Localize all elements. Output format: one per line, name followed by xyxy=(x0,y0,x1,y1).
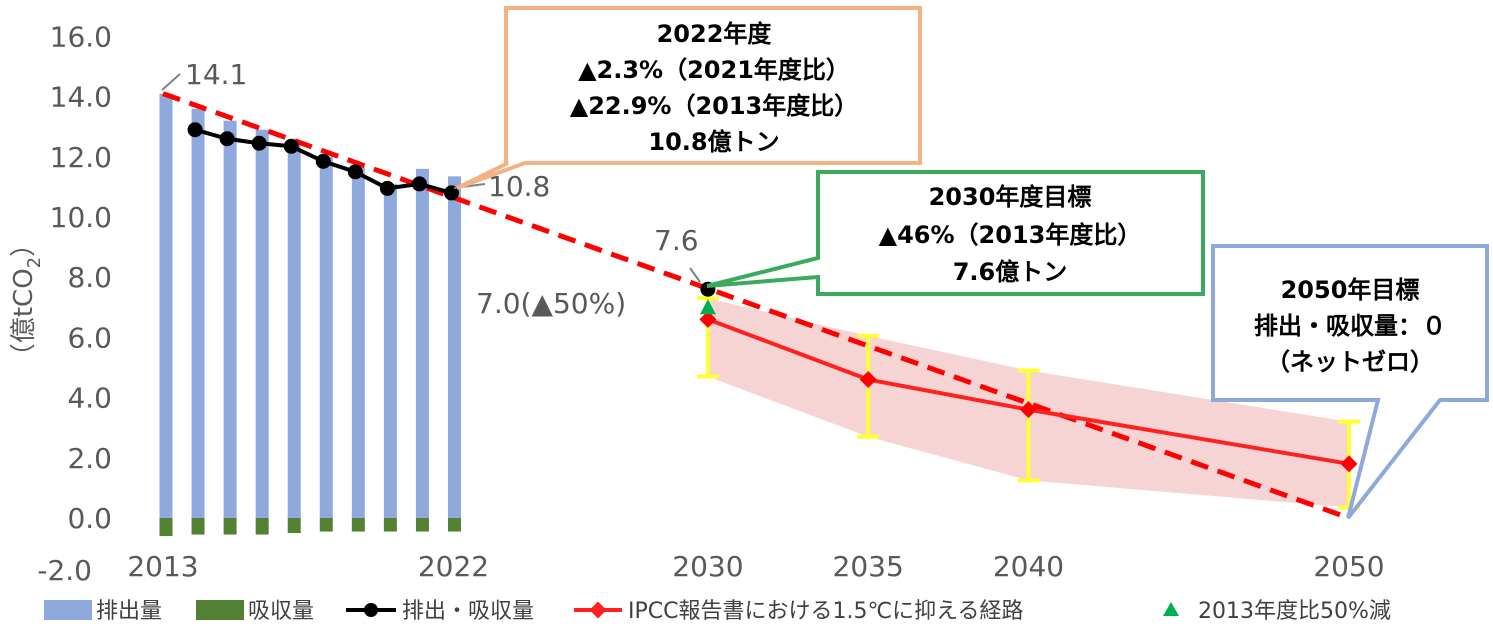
legend-swatch-absorption xyxy=(196,600,244,620)
x-axis-label: 2022 xyxy=(418,550,489,583)
x-axis-labels: 2013 2022 2030 2035 2040 2050 xyxy=(127,550,1384,583)
absorption-bar xyxy=(191,518,205,535)
half-reduction-marker xyxy=(699,299,716,315)
absorption-bar xyxy=(383,518,397,532)
net-emission-point xyxy=(443,185,459,201)
callout-2050-line-1: 2050年目標 xyxy=(1281,276,1420,304)
net-emission-point xyxy=(347,164,363,180)
callout-2030: 2030年度目標 ▲46%（2013年度比） 7.6億トン xyxy=(706,170,1205,296)
emission-bar xyxy=(319,156,333,519)
target-label-leader xyxy=(689,267,701,283)
emission-bar xyxy=(351,165,365,518)
callout-2050-line-2: 排出・吸収量：０ xyxy=(1254,312,1446,340)
legend-label-net: 排出・吸収量 xyxy=(402,599,534,624)
callout-2050-line-3: （ネットゼロ） xyxy=(1266,348,1434,376)
legend-marker-half xyxy=(1163,602,1179,616)
net-zero-trend-line xyxy=(162,91,1350,521)
absorption-bar xyxy=(351,518,365,532)
y-tick-label: 2.0 xyxy=(67,442,112,475)
y-axis-label: （億tCO2） xyxy=(9,231,45,369)
emission-bars xyxy=(159,93,461,519)
emission-bar xyxy=(223,120,237,519)
y-tick-label: 8.0 xyxy=(67,261,112,294)
absorption-bar xyxy=(255,518,269,535)
ipcc-point xyxy=(699,310,717,328)
callout-2030-line-1: 2030年度目標 xyxy=(929,183,1092,211)
absorption-bar xyxy=(447,518,461,532)
callout-2022-line-2: ▲2.3%（2021年度比） xyxy=(578,56,850,84)
absorption-bars xyxy=(159,518,461,537)
emission-bar xyxy=(383,183,397,518)
y-tick-label: 6.0 xyxy=(67,321,112,354)
net-emission-point xyxy=(187,122,203,138)
callout-2030-line-2: ▲46%（2013年度比） xyxy=(879,221,1142,249)
start-value-label: 14.1 xyxy=(185,58,247,91)
absorption-bar xyxy=(159,518,173,537)
callout-2030-line-3: 7.6億トン xyxy=(953,258,1068,286)
target-2030-label: 7.6 xyxy=(654,224,699,257)
y-axis-ticks: -2.0 0.0 2.0 4.0 6.0 8.0 10.0 12.0 14.0 16.0 xyxy=(37,20,112,587)
y-tick-label: 14.0 xyxy=(50,81,112,114)
x-axis-label: 2030 xyxy=(672,550,743,583)
x-axis-label: 2050 xyxy=(1313,550,1384,583)
legend-marker-ipcc xyxy=(589,601,607,619)
net-emission-point xyxy=(315,153,331,169)
legend-label-half: 2013年度比50%減 xyxy=(1198,599,1391,624)
y-tick-label: 0.0 xyxy=(67,502,112,535)
emission-bar xyxy=(191,108,205,518)
y-tick-label: 4.0 xyxy=(67,382,112,415)
start-label-leader xyxy=(161,73,181,91)
callout-2050: 2050年目標 排出・吸収量：０ （ネットゼロ） xyxy=(1211,244,1489,520)
x-axis-label: 2035 xyxy=(833,550,904,583)
net-emission-point xyxy=(411,176,427,192)
half-2030-label: 7.0(▲50%) xyxy=(476,287,626,320)
y-tick-label: -2.0 xyxy=(37,554,92,587)
emission-bar xyxy=(159,93,173,518)
ipcc-pathway-line xyxy=(707,317,1350,466)
absorption-bar xyxy=(415,518,429,532)
legend-label-emission: 排出量 xyxy=(96,599,162,624)
net-emission-markers xyxy=(187,122,716,297)
y-tick-label: 16.0 xyxy=(50,20,112,53)
y-tick-label: 12.0 xyxy=(50,141,112,174)
emission-bar xyxy=(255,129,269,518)
x-axis-label: 2040 xyxy=(993,550,1064,583)
callout-2022-line-4: 10.8億トン xyxy=(648,128,779,156)
net-emission-point xyxy=(379,180,395,196)
legend-label-absorption: 吸収量 xyxy=(248,599,314,624)
callout-2022-line-3: ▲22.9%（2013年度比） xyxy=(570,92,859,120)
callout-2022: 2022年度 ▲2.3%（2021年度比） ▲22.9%（2013年度比） 10… xyxy=(456,6,922,190)
latest-value-label: 10.8 xyxy=(488,170,550,203)
absorption-bar xyxy=(223,518,237,535)
legend-swatch-emission xyxy=(44,600,92,620)
net-emission-point xyxy=(219,131,235,147)
y-tick-label: 10.0 xyxy=(50,201,112,234)
legend-marker-net xyxy=(364,603,378,617)
x-axis-label: 2013 xyxy=(127,550,198,583)
absorption-bar xyxy=(287,518,301,534)
net-emission-point xyxy=(251,135,267,151)
emission-bar xyxy=(415,168,429,518)
absorption-bar xyxy=(319,518,333,532)
emission-bar xyxy=(447,176,461,519)
emission-bar xyxy=(287,144,301,518)
net-emission-point xyxy=(283,138,299,154)
legend: 排出量 吸収量 排出・吸収量 IPCC報告書における1.5℃に抑える経路 201… xyxy=(44,599,1391,624)
ipcc-point xyxy=(859,371,877,389)
callout-2022-line-1: 2022年度 xyxy=(657,20,773,48)
legend-label-ipcc: IPCC報告書における1.5℃に抑える経路 xyxy=(628,599,1024,624)
